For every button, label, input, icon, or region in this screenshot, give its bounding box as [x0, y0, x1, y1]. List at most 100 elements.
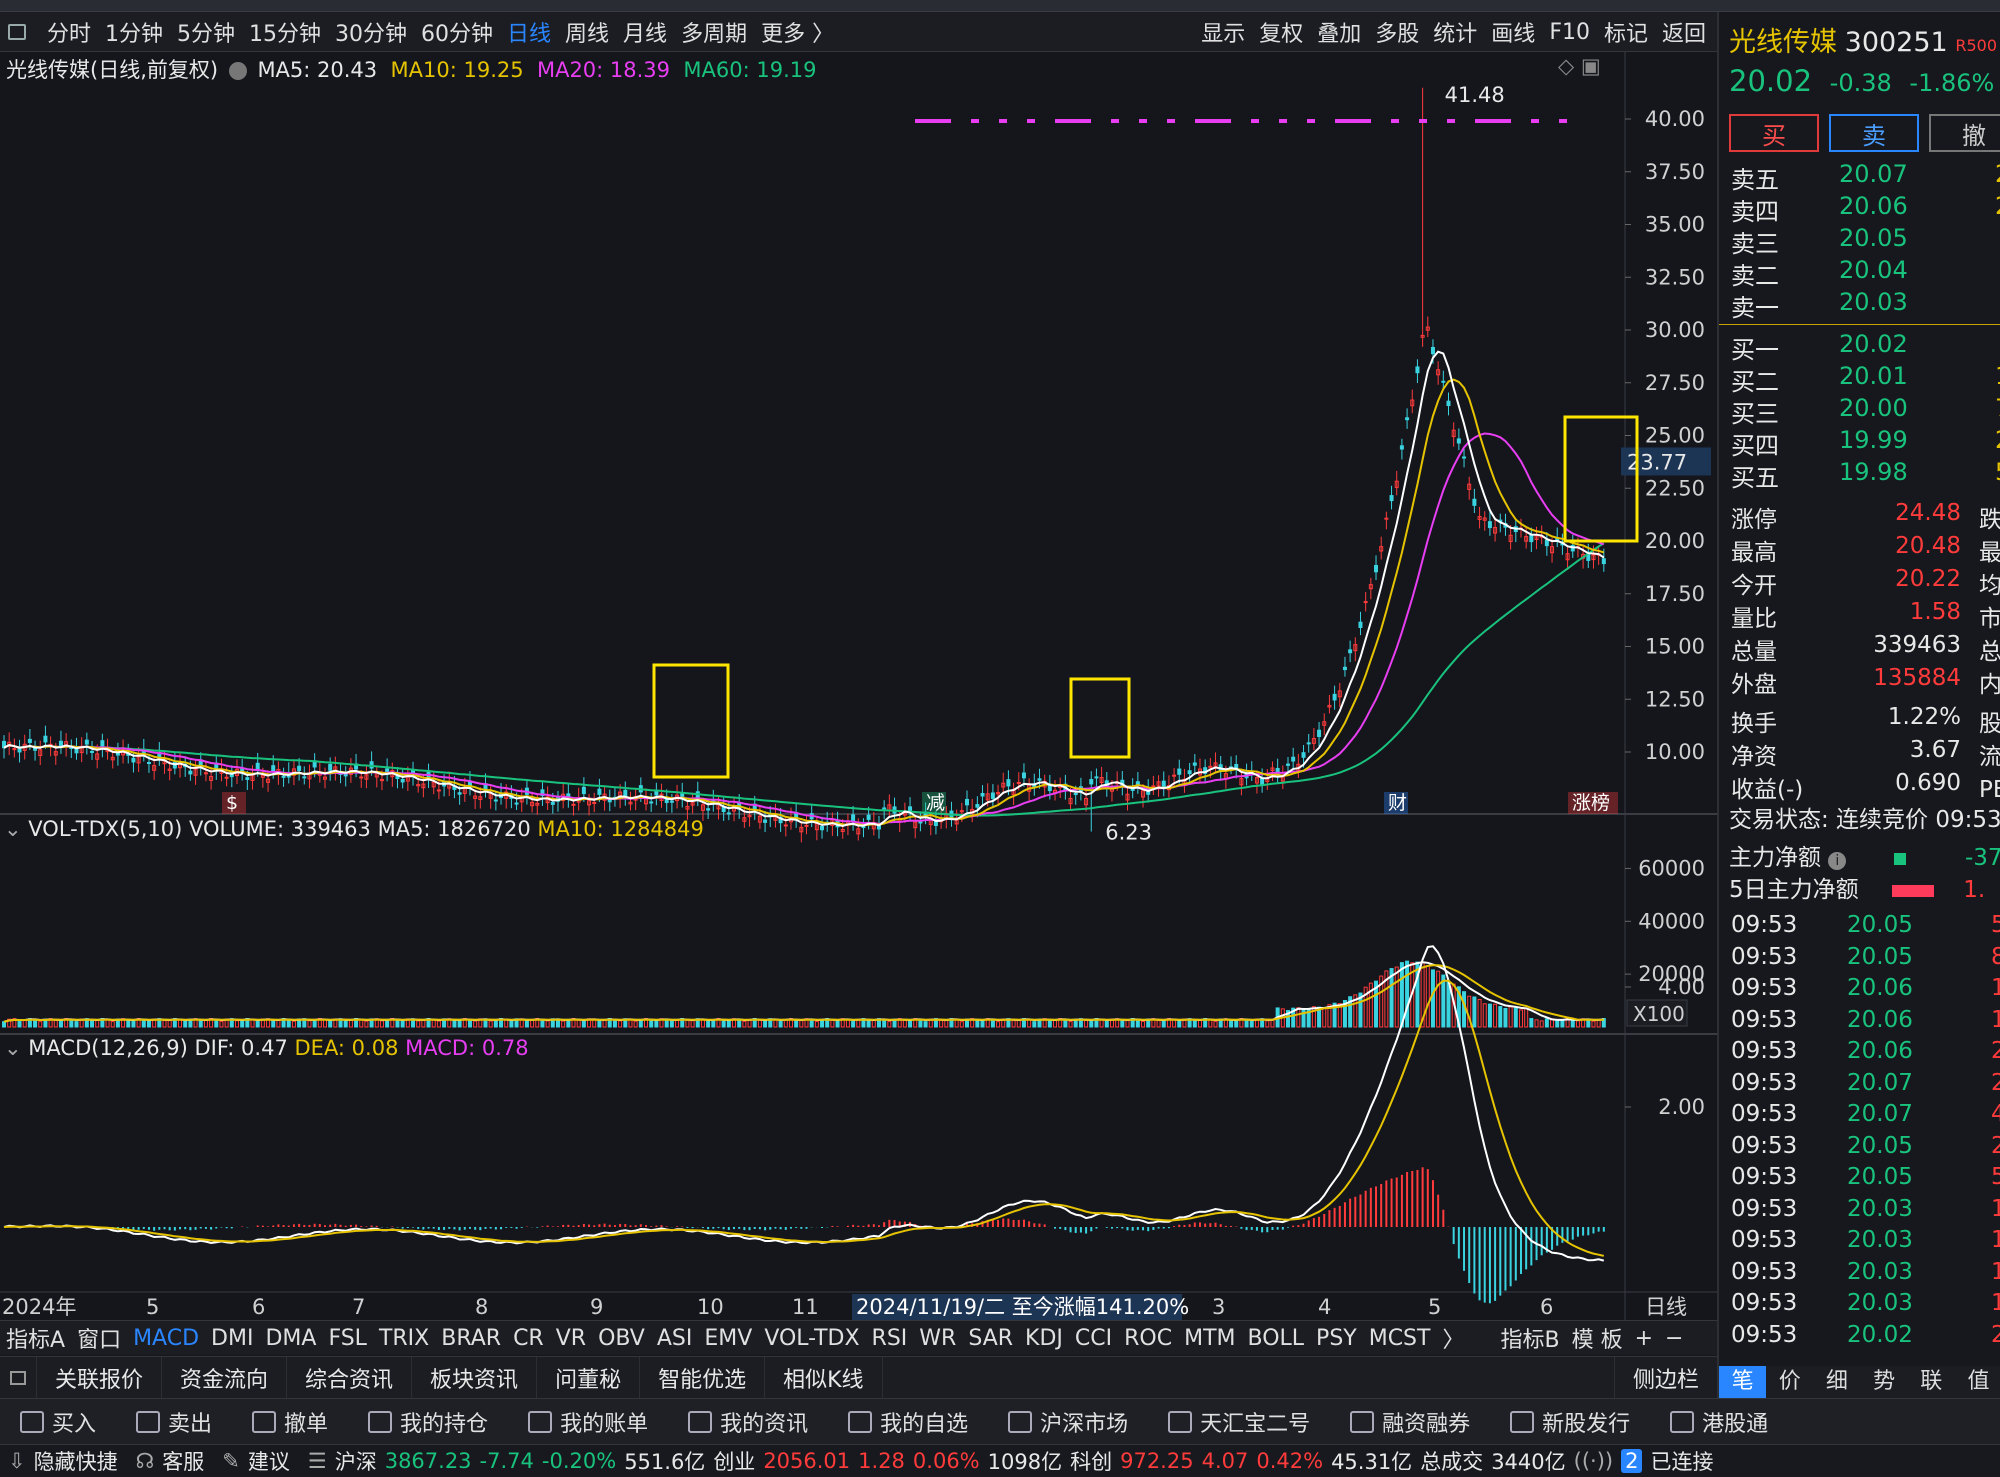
right-tab[interactable]: 价 [1778, 1369, 1801, 1394]
func-tab-smart-pick[interactable]: 智能优选 [640, 1357, 766, 1398]
hide-shortcuts[interactable]: 隐藏快捷 [33, 1450, 118, 1474]
action-button[interactable]: 融资融券 [1330, 1406, 1490, 1438]
func-tab-ask-secretary[interactable]: 问董秘 [537, 1357, 641, 1398]
func-tab-related-quote[interactable]: 关联报价 [37, 1357, 163, 1398]
indicator-tab[interactable]: 模 板 [1571, 1328, 1623, 1353]
adjust-button[interactable]: 复权 [1259, 22, 1304, 47]
indicator-tab[interactable]: WR [919, 1325, 957, 1351]
period-tab-1min[interactable]: 1分钟 [105, 21, 164, 47]
hide-icon[interactable]: ⇩ [8, 1449, 26, 1473]
chart-mode-icons[interactable]: ◇ ▣ [1558, 54, 1601, 78]
indicator-tab[interactable]: FSL [328, 1325, 367, 1351]
action-button[interactable]: 港股通 [1650, 1406, 1788, 1438]
action-button[interactable]: 我的持仓 [348, 1406, 508, 1438]
expand-icon[interactable] [0, 1357, 37, 1398]
indicator-tab[interactable]: MCST [1368, 1325, 1431, 1351]
period-tab-fenshi[interactable]: 分时 [47, 21, 92, 47]
bid-row[interactable]: 买一 20.02 [1731, 330, 1908, 365]
func-tab-fund-flow[interactable]: 资金流向 [162, 1357, 288, 1398]
indicator-tab[interactable]: 〉 [1442, 1328, 1465, 1353]
action-button[interactable]: 我的资讯 [668, 1406, 828, 1438]
action-button[interactable]: 卖出 [116, 1406, 232, 1438]
action-button[interactable]: 我的自选 [828, 1406, 988, 1438]
indicator-tab[interactable]: SAR [968, 1325, 1014, 1351]
func-tab-similar-kline[interactable]: 相似K线 [765, 1357, 883, 1398]
indicator-tab[interactable]: DMA [265, 1325, 317, 1351]
overlay-button[interactable]: 叠加 [1317, 22, 1362, 47]
window-icon[interactable] [8, 23, 26, 40]
mark-button[interactable]: 标记 [1603, 22, 1648, 47]
bid-row[interactable]: 买三 20.00 7 [1731, 394, 2000, 429]
stats-button[interactable]: 统计 [1433, 22, 1478, 47]
indicator-tab[interactable]: ASI [656, 1325, 693, 1351]
draw-button[interactable]: 画线 [1491, 22, 1536, 47]
indicator-tab[interactable]: PSY [1316, 1325, 1357, 1351]
action-button[interactable]: 天汇宝二号 [1148, 1406, 1330, 1438]
ask-row[interactable]: 卖一 20.03 [1731, 288, 1908, 323]
action-button[interactable]: 撤单 [232, 1406, 348, 1438]
sell-button[interactable]: 卖 [1829, 114, 1919, 152]
back-button[interactable]: 返回 [1661, 22, 1706, 47]
period-tab-more[interactable]: 更多 〉 [761, 21, 835, 47]
indicator-tab[interactable]: + [1634, 1325, 1654, 1351]
indicator-tab[interactable]: VOL-TDX [764, 1325, 860, 1351]
right-tab[interactable]: 势 [1873, 1369, 1896, 1394]
bid-row[interactable]: 买二 20.01 1 [1731, 362, 2000, 397]
period-tab-daily[interactable]: 日线 [507, 21, 552, 47]
action-button[interactable]: 买入 [0, 1406, 116, 1438]
period-tab-5min[interactable]: 5分钟 [177, 21, 236, 47]
collapse-icon[interactable]: ⌄ [4, 1036, 22, 1060]
indicator-tab[interactable]: 指标A [6, 1328, 66, 1353]
func-tab-news[interactable]: 综合资讯 [287, 1357, 413, 1398]
bid-row[interactable]: 买四 19.99 2 [1731, 426, 2000, 461]
service-link[interactable]: 客服 [162, 1450, 205, 1474]
indicator-tab[interactable]: BOLL [1247, 1325, 1305, 1351]
indicator-tab[interactable]: OBV [598, 1325, 645, 1351]
indicator-tab[interactable]: DMI [211, 1325, 254, 1351]
collapse-icon[interactable]: ⌄ [4, 817, 22, 841]
right-tab[interactable]: 值 [1967, 1369, 1990, 1394]
indicator-tab[interactable]: ROC [1124, 1325, 1173, 1351]
bid-row[interactable]: 买五 19.98 5 [1731, 458, 2000, 493]
sidebar-toggle[interactable]: 侧边栏 [1613, 1357, 1717, 1398]
ask-row[interactable]: 卖二 20.04 [1731, 256, 1908, 291]
func-tab-sector-news[interactable]: 板块资讯 [412, 1357, 538, 1398]
period-tab-30min[interactable]: 30分钟 [335, 21, 408, 47]
cancel-button[interactable]: 撤 [1929, 114, 2000, 152]
indicator-tab[interactable]: MTM [1184, 1325, 1236, 1351]
period-tab-multi[interactable]: 多周期 [681, 21, 748, 47]
info-icon[interactable]: i [1828, 852, 1847, 870]
indicator-tab[interactable]: RSI [871, 1325, 908, 1351]
action-button[interactable]: 我的账单 [508, 1406, 668, 1438]
right-tab[interactable]: 笔 [1719, 1366, 1767, 1398]
buy-button[interactable]: 买 [1729, 114, 1819, 152]
period-tab-60min[interactable]: 60分钟 [421, 21, 494, 47]
indicator-tab[interactable]: 指标B [1500, 1328, 1560, 1353]
right-tab[interactable]: 细 [1825, 1369, 1848, 1394]
settings-gear-icon[interactable] [228, 62, 247, 80]
indicator-tab[interactable]: VR [555, 1325, 587, 1351]
period-tab-monthly[interactable]: 月线 [623, 21, 668, 47]
indicator-tab[interactable]: CR [513, 1325, 544, 1351]
chart-area[interactable]: 40.00 37.50 35.00 32.50 30.00 27.50 25.00 22.50… [0, 52, 1717, 1320]
ask-row[interactable]: 卖四 20.06 2 [1731, 192, 2000, 227]
f10-button[interactable]: F10 [1549, 19, 1590, 45]
action-button[interactable]: 沪深市场 [988, 1406, 1148, 1438]
action-button[interactable]: 新股发行 [1490, 1406, 1650, 1438]
display-button[interactable]: 显示 [1201, 22, 1246, 47]
suggest-link[interactable]: 建议 [247, 1450, 290, 1474]
period-tab-15min[interactable]: 15分钟 [249, 21, 322, 47]
right-tab[interactable]: 联 [1920, 1369, 1943, 1394]
indicator-tab[interactable]: TRIX [378, 1325, 430, 1351]
period-tab-weekly[interactable]: 周线 [565, 21, 610, 47]
indicator-tab[interactable]: EMV [704, 1325, 753, 1351]
ask-row[interactable]: 卖五 20.07 2 [1731, 160, 2000, 195]
indicator-tab[interactable]: CCI [1074, 1325, 1113, 1351]
indicator-tab[interactable]: KDJ [1025, 1325, 1063, 1351]
kline-chart-svg[interactable]: 40.00 37.50 35.00 32.50 30.00 27.50 25.00 22.50… [0, 52, 1717, 1320]
indicator-tab[interactable]: MACD [133, 1325, 200, 1351]
ask-row[interactable]: 卖三 20.05 [1731, 224, 1908, 259]
indicator-tab[interactable]: 窗口 [77, 1328, 122, 1353]
indicator-tab[interactable]: BRAR [441, 1325, 502, 1351]
indicator-tab[interactable]: − [1665, 1325, 1684, 1351]
